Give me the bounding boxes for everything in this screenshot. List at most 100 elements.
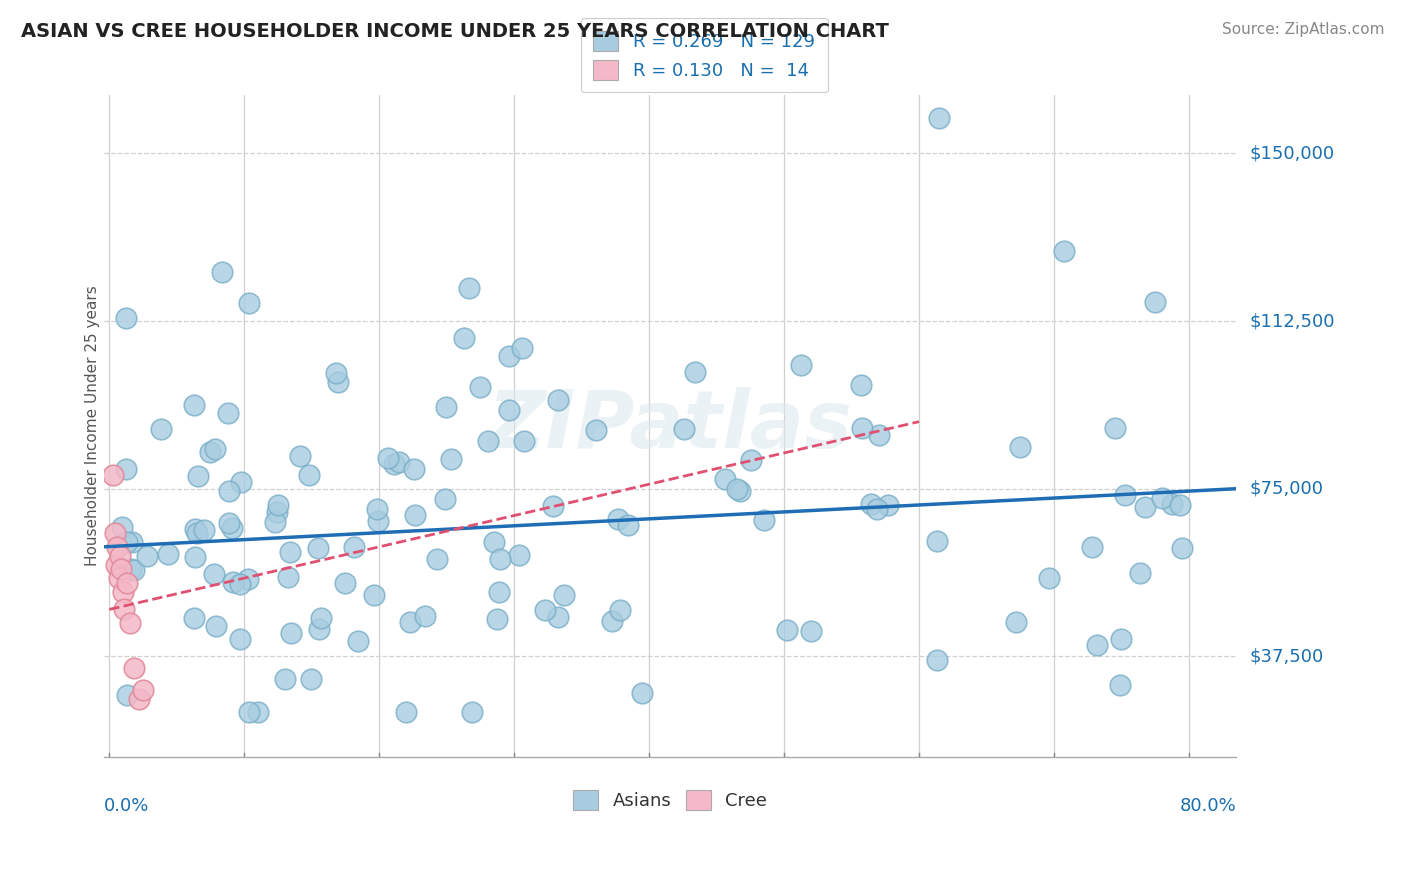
Point	[229, 475, 252, 489]
Point	[457, 281, 479, 295]
Point	[1109, 632, 1132, 646]
Point	[347, 633, 370, 648]
Point	[672, 422, 695, 436]
Point	[1171, 541, 1194, 555]
Point	[925, 652, 948, 666]
Text: ASIAN VS CREE HOUSEHOLDER INCOME UNDER 25 YEARS CORRELATION CHART: ASIAN VS CREE HOUSEHOLDER INCOME UNDER 2…	[21, 22, 889, 41]
Point	[547, 392, 569, 407]
Text: 0.0%: 0.0%	[104, 797, 149, 814]
Point	[277, 569, 299, 583]
Point	[508, 548, 530, 562]
Point	[238, 296, 260, 310]
Point	[111, 519, 134, 533]
Point	[120, 562, 142, 576]
Point	[122, 660, 145, 674]
Point	[366, 502, 388, 516]
Point	[280, 625, 302, 640]
Point	[498, 402, 520, 417]
Point	[278, 544, 301, 558]
Point	[859, 497, 882, 511]
Point	[453, 331, 475, 345]
Text: $150,000: $150,000	[1250, 145, 1334, 162]
Point	[510, 342, 533, 356]
Point	[728, 483, 751, 498]
Point	[266, 498, 288, 512]
Point	[1129, 566, 1152, 580]
Point	[150, 422, 173, 436]
Point	[868, 427, 890, 442]
Point	[263, 515, 285, 529]
Point	[333, 575, 356, 590]
Point	[266, 505, 288, 519]
Point	[876, 499, 898, 513]
Point	[928, 111, 950, 125]
Point	[122, 563, 145, 577]
Point	[246, 705, 269, 719]
Point	[725, 482, 748, 496]
Point	[156, 548, 179, 562]
Point	[600, 614, 623, 628]
Point	[1104, 420, 1126, 434]
Point	[308, 622, 330, 636]
Point	[617, 518, 640, 533]
Point	[363, 588, 385, 602]
Point	[925, 534, 948, 549]
Point	[377, 451, 399, 466]
Text: $112,500: $112,500	[1250, 312, 1336, 330]
Point	[1161, 497, 1184, 511]
Point	[534, 603, 557, 617]
Point	[204, 442, 226, 457]
Point	[236, 572, 259, 586]
Point	[115, 311, 138, 326]
Point	[714, 472, 737, 486]
Point	[1152, 491, 1174, 506]
Point	[273, 673, 295, 687]
Point	[204, 618, 226, 632]
Point	[183, 523, 205, 537]
Legend: Asians, Cree: Asians, Cree	[562, 779, 778, 821]
Point	[461, 705, 484, 719]
Point	[132, 682, 155, 697]
Point	[211, 264, 233, 278]
Text: 80.0%: 80.0%	[1180, 797, 1236, 814]
Point	[1135, 500, 1157, 515]
Point	[489, 552, 512, 566]
Point	[299, 673, 322, 687]
Point	[328, 375, 350, 389]
Point	[1008, 440, 1031, 454]
Point	[740, 453, 762, 467]
Point	[607, 512, 630, 526]
Point	[382, 457, 405, 471]
Point	[307, 541, 329, 555]
Point	[107, 571, 129, 585]
Point	[218, 516, 240, 530]
Text: ZIPatlas: ZIPatlas	[488, 387, 852, 465]
Point	[367, 514, 389, 528]
Point	[433, 492, 456, 507]
Point	[1038, 571, 1060, 585]
Point	[1053, 244, 1076, 258]
Text: Source: ZipAtlas.com: Source: ZipAtlas.com	[1222, 22, 1385, 37]
Point	[512, 434, 534, 448]
Point	[103, 468, 125, 483]
Point	[107, 540, 129, 554]
Point	[683, 365, 706, 379]
Point	[1080, 540, 1102, 554]
Point	[309, 610, 332, 624]
Point	[183, 611, 205, 625]
Point	[184, 549, 207, 564]
Point	[752, 513, 775, 527]
Point	[343, 540, 366, 554]
Point	[1114, 487, 1136, 501]
Point	[553, 588, 575, 602]
Point	[800, 624, 823, 638]
Point	[325, 366, 347, 380]
Point	[115, 575, 138, 590]
Point	[541, 499, 564, 513]
Point	[488, 584, 510, 599]
Point	[498, 349, 520, 363]
Point	[221, 520, 243, 534]
Point	[108, 549, 131, 563]
Point	[218, 483, 240, 498]
Point	[388, 455, 411, 469]
